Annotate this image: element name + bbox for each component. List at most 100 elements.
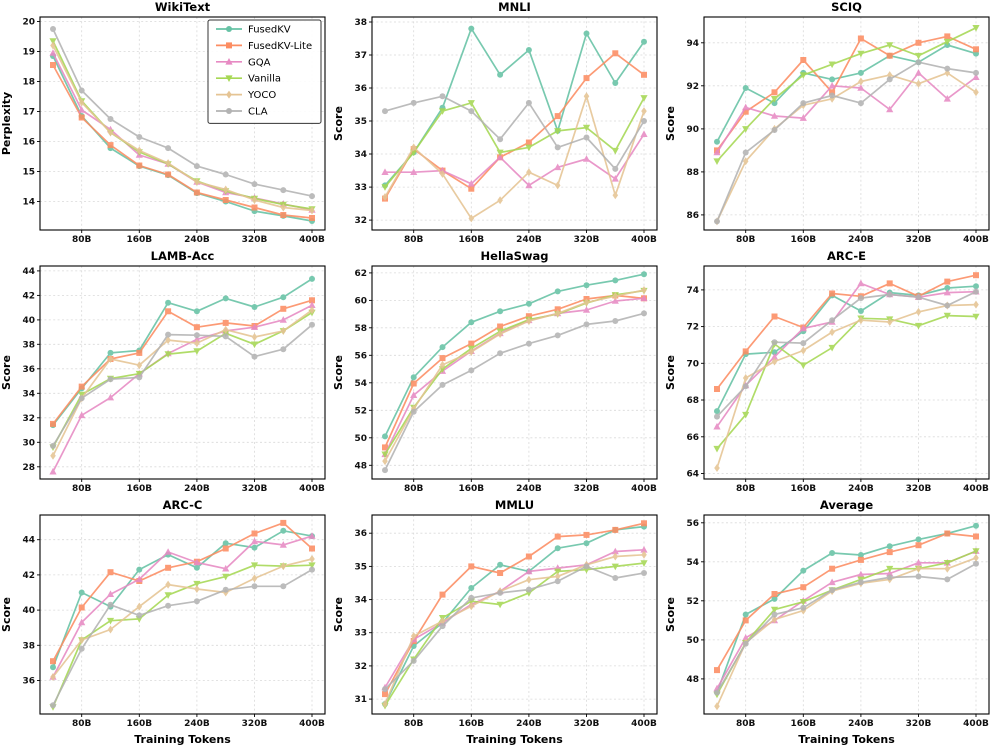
chart-title: MNLI: [498, 0, 531, 14]
legend: FusedKV FusedKV-Lite GQA Vanilla YOCO CLA: [207, 19, 322, 124]
y-tick-label: 37: [354, 51, 367, 61]
y-tick-label: 68: [686, 396, 699, 406]
x-tick-label: 80B: [736, 235, 756, 245]
y-tick-label: 42: [22, 571, 35, 581]
x-tick-label: 160B: [790, 235, 816, 245]
x-tick-label: 320B: [906, 719, 932, 729]
series-fusedkv-lite: [714, 33, 979, 154]
chart-canvas: 80B 160B 240B 320B 400B 64 66 68 70 72 74 ARC-E Scor…: [664, 249, 990, 494]
series-cla: [50, 566, 315, 709]
y-tick-label: 92: [686, 82, 699, 92]
x-tick-label: 320B: [242, 484, 268, 494]
y-tick-label: 32: [354, 662, 367, 672]
y-tick-label: 17: [22, 108, 35, 118]
x-tick-label: 400B: [631, 235, 657, 245]
x-tick-label: 320B: [906, 235, 932, 245]
legend-label: FusedKV: [248, 25, 291, 36]
chart-canvas: 80B 160B 240B 320B 400B 32 33 34 35 36 37 38 MNLI Sco…: [332, 0, 658, 245]
y-tick-label: 34: [354, 150, 367, 160]
y-tick-label: 48: [686, 675, 699, 685]
series-vanilla: [381, 287, 648, 459]
x-tick-label: 400B: [299, 484, 325, 494]
y-axis-label: Score: [332, 355, 345, 390]
series-fusedkv-lite: [382, 292, 647, 451]
y-tick-label: 20: [22, 18, 35, 28]
y-tick-label: 62: [354, 269, 367, 279]
series-yoco: [50, 306, 315, 460]
series-gqa: [49, 532, 316, 680]
y-tick-label: 66: [686, 433, 699, 443]
series-gqa: [713, 279, 980, 430]
y-tick-label: 52: [354, 406, 367, 416]
y-tick-label: 32: [354, 216, 367, 226]
y-tick-label: 38: [22, 641, 35, 651]
y-tick-label: 74: [686, 286, 699, 296]
y-tick-label: 40: [22, 316, 35, 326]
subplot-mnli: 80B 160B 240B 320B 400B 32 33 34 35 36 37 38 MNLI Sco…: [332, 0, 664, 249]
y-axis-label: Score: [332, 597, 345, 632]
x-tick-label: 320B: [906, 484, 932, 494]
x-tick-label: 160B: [790, 484, 816, 494]
x-tick-label: 320B: [574, 484, 600, 494]
x-tick-label: 320B: [574, 719, 600, 729]
x-tick-label: 160B: [126, 719, 152, 729]
series-fusedkv-lite: [714, 530, 979, 674]
chart-title: MMLU: [495, 498, 534, 512]
series-fusedkv-lite: [50, 519, 315, 665]
chart-title: LAMB-Acc: [151, 249, 215, 263]
x-tick-label: 160B: [126, 235, 152, 245]
subplot-hellaswag: 80B 160B 240B 320B 400B 48 50 52 54 56 58 60 62 Hella…: [332, 249, 664, 498]
series-fusedkv-lite: [50, 62, 315, 221]
x-tick-label: 240B: [184, 484, 210, 494]
y-tick-label: 58: [354, 324, 367, 334]
series-cla: [382, 310, 647, 474]
y-tick-label: 50: [354, 434, 367, 444]
x-tick-label: 80B: [736, 719, 756, 729]
series-cla: [50, 26, 315, 200]
y-tick-label: 33: [354, 629, 367, 639]
series-fusedkv-lite: [382, 50, 647, 202]
x-tick-label: 80B: [72, 484, 92, 494]
y-tick-label: 86: [686, 211, 699, 221]
y-tick-label: 52: [686, 597, 699, 607]
legend-label: Vanilla: [248, 74, 281, 85]
y-tick-label: 54: [686, 558, 699, 568]
x-tick-label: 320B: [574, 235, 600, 245]
x-tick-label: 240B: [184, 235, 210, 245]
chart-canvas: 80B 160B 240B 320B 400B 36 38 40 42 44 ARC-C Score T…: [0, 498, 326, 746]
y-tick-label: 14: [22, 198, 35, 208]
series-fusedkv: [382, 523, 647, 707]
chart-title: ARC-E: [827, 249, 866, 263]
y-axis-label: Score: [664, 597, 677, 632]
series-cla: [714, 288, 979, 420]
subplot-lamb-acc: 80B 160B 240B 320B 400B 28 30 32 34 36 38 40 42 44 LAM…: [0, 249, 332, 498]
series-fusedkv: [382, 25, 647, 189]
x-tick-label: 240B: [516, 484, 542, 494]
x-tick-label: 240B: [848, 719, 874, 729]
x-tick-label: 320B: [242, 719, 268, 729]
y-tick-label: 28: [22, 463, 35, 473]
y-tick-label: 35: [354, 562, 367, 572]
x-tick-label: 160B: [790, 719, 816, 729]
y-tick-label: 64: [686, 470, 699, 480]
x-tick-label: 160B: [126, 484, 152, 494]
series-vanilla: [713, 25, 980, 165]
y-tick-label: 72: [686, 323, 699, 333]
series-vanilla: [381, 95, 648, 191]
series-cla: [382, 563, 647, 693]
x-tick-label: 400B: [299, 235, 325, 245]
x-tick-label: 80B: [736, 484, 756, 494]
y-tick-label: 50: [686, 636, 699, 646]
y-tick-label: 34: [354, 596, 367, 606]
chart-title: ARC-C: [163, 498, 203, 512]
series-fusedkv: [382, 271, 647, 440]
series-vanilla: [713, 548, 980, 699]
y-tick-label: 90: [686, 125, 699, 135]
series-cla: [50, 321, 315, 449]
y-axis-label: Score: [664, 355, 677, 390]
series-fusedkv: [50, 527, 315, 671]
series-yoco: [382, 92, 647, 223]
x-tick-label: 240B: [516, 235, 542, 245]
y-axis-label: Perplexity: [0, 92, 13, 155]
